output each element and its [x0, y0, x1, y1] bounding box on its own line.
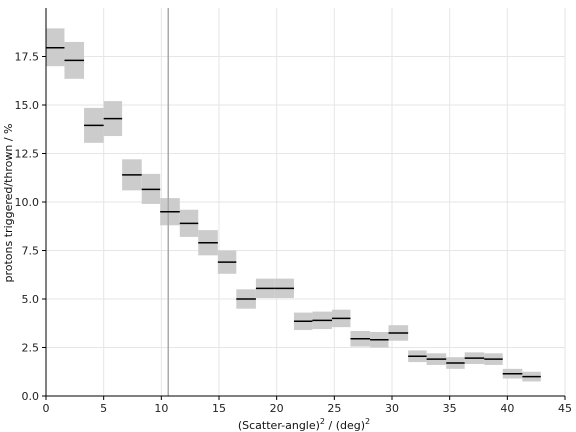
x-tick-label: 5 — [100, 402, 107, 415]
bin-values — [46, 47, 541, 378]
x-tick-label: 25 — [327, 402, 341, 415]
x-tick-label: 35 — [443, 402, 457, 415]
x-tick-label: 20 — [270, 402, 284, 415]
y-tick-label: 5.0 — [22, 293, 40, 306]
x-tick-label: 15 — [212, 402, 226, 415]
x-axis-label-mid: / (deg) — [325, 419, 365, 432]
x-axis-label-main: (Scatter-angle) — [238, 419, 320, 432]
x-tick-label: 40 — [500, 402, 514, 415]
y-tick-label: 12.5 — [15, 148, 40, 161]
x-axis-label-sup2: 2 — [365, 417, 370, 426]
y-tick-label: 7.5 — [22, 245, 40, 258]
x-tick-label: 30 — [385, 402, 399, 415]
y-tick-labels: 0.0 2.5 5.0 7.5 10.0 12.5 15.0 17.5 — [15, 51, 40, 404]
x-tick-labels: 0 5 10 15 20 25 30 35 40 45 — [43, 402, 573, 415]
y-tick-label: 17.5 — [15, 51, 40, 64]
y-tick-label: 15.0 — [15, 99, 40, 112]
x-axis-label: (Scatter-angle)2 / (deg)2 — [238, 417, 370, 432]
y-tick-label: 2.5 — [22, 342, 40, 355]
tick-marks — [42, 56, 566, 400]
x-tick-label: 45 — [558, 402, 572, 415]
y-tick-label: 10.0 — [15, 196, 40, 209]
x-tick-label: 0 — [43, 402, 50, 415]
y-axis-label: protons triggered/thrown / % — [2, 123, 15, 282]
x-axis-label-sup1: 2 — [320, 417, 325, 426]
x-tick-label: 10 — [154, 402, 168, 415]
y-tick-label: 0.0 — [22, 390, 40, 403]
